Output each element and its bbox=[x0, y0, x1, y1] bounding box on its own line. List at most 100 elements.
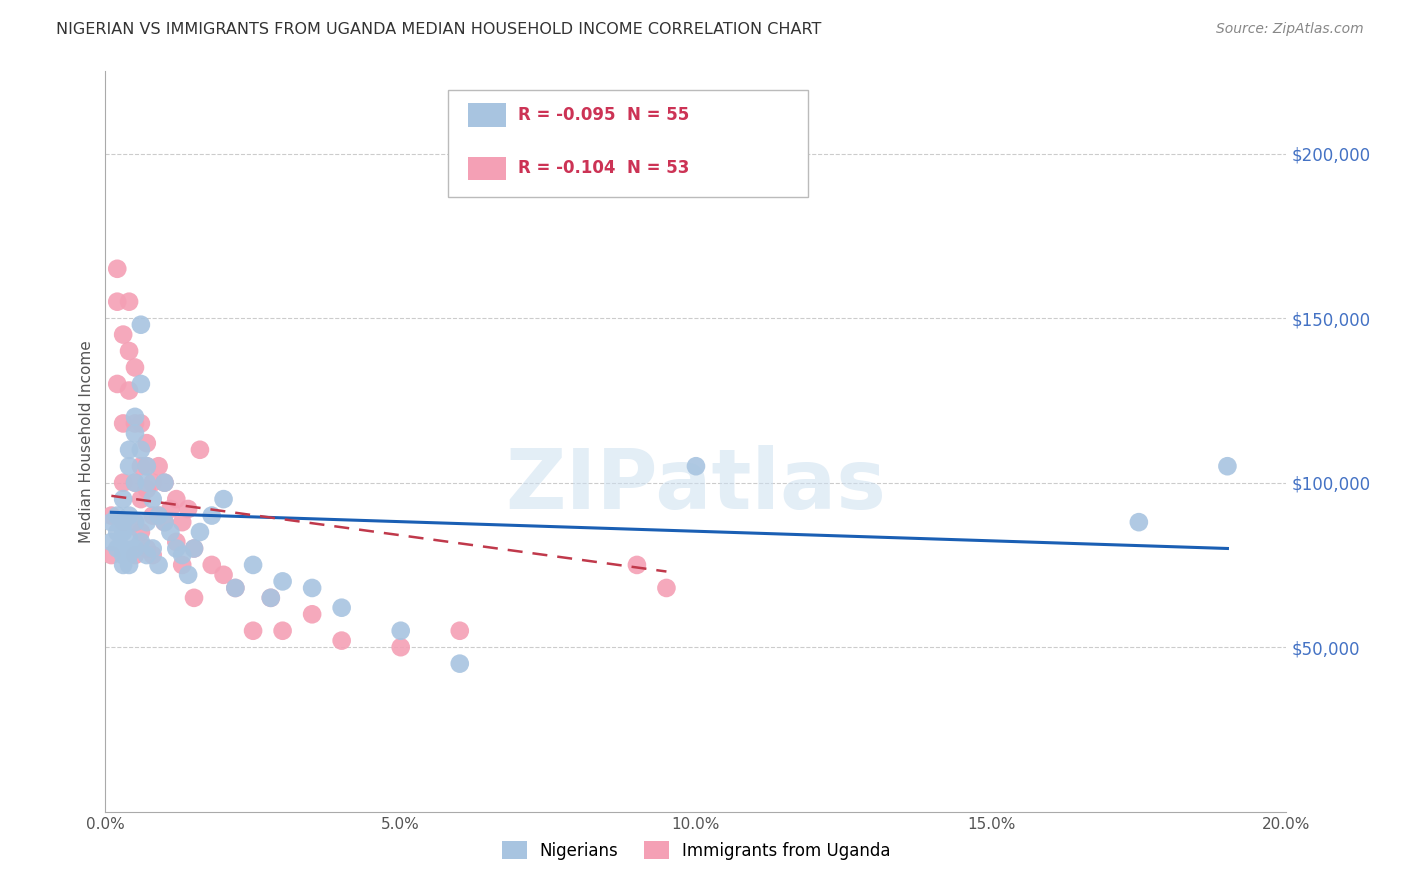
Point bbox=[188, 442, 211, 457]
Point bbox=[148, 508, 170, 523]
Point bbox=[135, 459, 157, 474]
Point bbox=[112, 541, 135, 556]
Point bbox=[124, 548, 146, 562]
Point bbox=[148, 459, 170, 474]
Point bbox=[271, 624, 294, 638]
Point bbox=[118, 532, 141, 546]
Point bbox=[183, 591, 205, 605]
Point bbox=[153, 515, 176, 529]
Point bbox=[124, 515, 146, 529]
Point bbox=[159, 502, 181, 516]
Point bbox=[330, 633, 353, 648]
Point bbox=[124, 541, 146, 556]
Point bbox=[118, 558, 141, 572]
Point bbox=[142, 508, 165, 523]
Point bbox=[135, 459, 157, 474]
Point bbox=[271, 574, 294, 589]
Point bbox=[389, 640, 412, 655]
Point bbox=[129, 442, 152, 457]
Point bbox=[1128, 515, 1150, 529]
Point bbox=[118, 344, 141, 359]
Point bbox=[188, 524, 211, 539]
Point bbox=[177, 567, 200, 582]
Point bbox=[124, 360, 146, 375]
Point bbox=[183, 541, 205, 556]
Point bbox=[100, 508, 122, 523]
Point bbox=[142, 548, 165, 562]
Point bbox=[105, 508, 128, 523]
Point bbox=[224, 581, 246, 595]
Point bbox=[112, 475, 135, 490]
Point bbox=[159, 524, 181, 539]
Point bbox=[449, 624, 471, 638]
Point bbox=[118, 459, 141, 474]
Point bbox=[165, 492, 187, 507]
Point bbox=[118, 508, 141, 523]
Point bbox=[330, 600, 353, 615]
Point bbox=[112, 548, 135, 562]
Text: R = -0.095: R = -0.095 bbox=[517, 106, 616, 124]
Point bbox=[260, 591, 283, 605]
Point bbox=[142, 475, 165, 490]
Point bbox=[124, 426, 146, 441]
Point bbox=[112, 492, 135, 507]
Point bbox=[105, 376, 128, 391]
Text: NIGERIAN VS IMMIGRANTS FROM UGANDA MEDIAN HOUSEHOLD INCOME CORRELATION CHART: NIGERIAN VS IMMIGRANTS FROM UGANDA MEDIA… bbox=[56, 22, 821, 37]
Point bbox=[100, 515, 122, 529]
Point bbox=[105, 541, 128, 556]
Point bbox=[112, 515, 135, 529]
Point bbox=[135, 475, 157, 490]
Point bbox=[260, 591, 283, 605]
Point bbox=[172, 548, 194, 562]
Point bbox=[224, 581, 246, 595]
Point bbox=[389, 624, 412, 638]
Point bbox=[112, 327, 135, 342]
FancyBboxPatch shape bbox=[468, 103, 506, 127]
Point bbox=[165, 535, 187, 549]
Point bbox=[626, 558, 648, 572]
Point bbox=[165, 541, 187, 556]
Point bbox=[112, 524, 135, 539]
Point bbox=[1216, 459, 1239, 474]
Point bbox=[118, 294, 141, 309]
Point bbox=[129, 535, 152, 549]
Point bbox=[112, 558, 135, 572]
Point bbox=[124, 475, 146, 490]
Point bbox=[153, 475, 176, 490]
Point bbox=[100, 548, 122, 562]
Point bbox=[135, 482, 157, 496]
Point bbox=[129, 524, 152, 539]
Point bbox=[129, 492, 152, 507]
Point bbox=[124, 515, 146, 529]
Point bbox=[129, 376, 152, 391]
Point bbox=[201, 508, 224, 523]
Point bbox=[301, 581, 323, 595]
Point bbox=[142, 541, 165, 556]
Text: R = -0.104: R = -0.104 bbox=[517, 160, 616, 178]
Point bbox=[655, 581, 678, 595]
Point bbox=[148, 508, 170, 523]
Point bbox=[135, 541, 157, 556]
Point bbox=[105, 524, 128, 539]
Point bbox=[135, 436, 157, 450]
Point bbox=[124, 475, 146, 490]
Text: N = 53: N = 53 bbox=[627, 160, 690, 178]
Point bbox=[124, 417, 146, 431]
Point bbox=[449, 657, 471, 671]
Point bbox=[172, 558, 194, 572]
Point bbox=[142, 492, 165, 507]
FancyBboxPatch shape bbox=[468, 156, 506, 180]
Y-axis label: Median Household Income: Median Household Income bbox=[79, 340, 94, 543]
Legend: Nigerians, Immigrants from Uganda: Nigerians, Immigrants from Uganda bbox=[495, 835, 897, 866]
Point bbox=[129, 417, 152, 431]
Text: ZIPatlas: ZIPatlas bbox=[506, 445, 886, 526]
Point bbox=[118, 442, 141, 457]
Point bbox=[301, 607, 323, 622]
Point bbox=[685, 459, 707, 474]
Point bbox=[112, 417, 135, 431]
Point bbox=[118, 548, 141, 562]
Point bbox=[135, 548, 157, 562]
Point bbox=[105, 261, 128, 276]
Point bbox=[201, 558, 224, 572]
Point bbox=[153, 475, 176, 490]
